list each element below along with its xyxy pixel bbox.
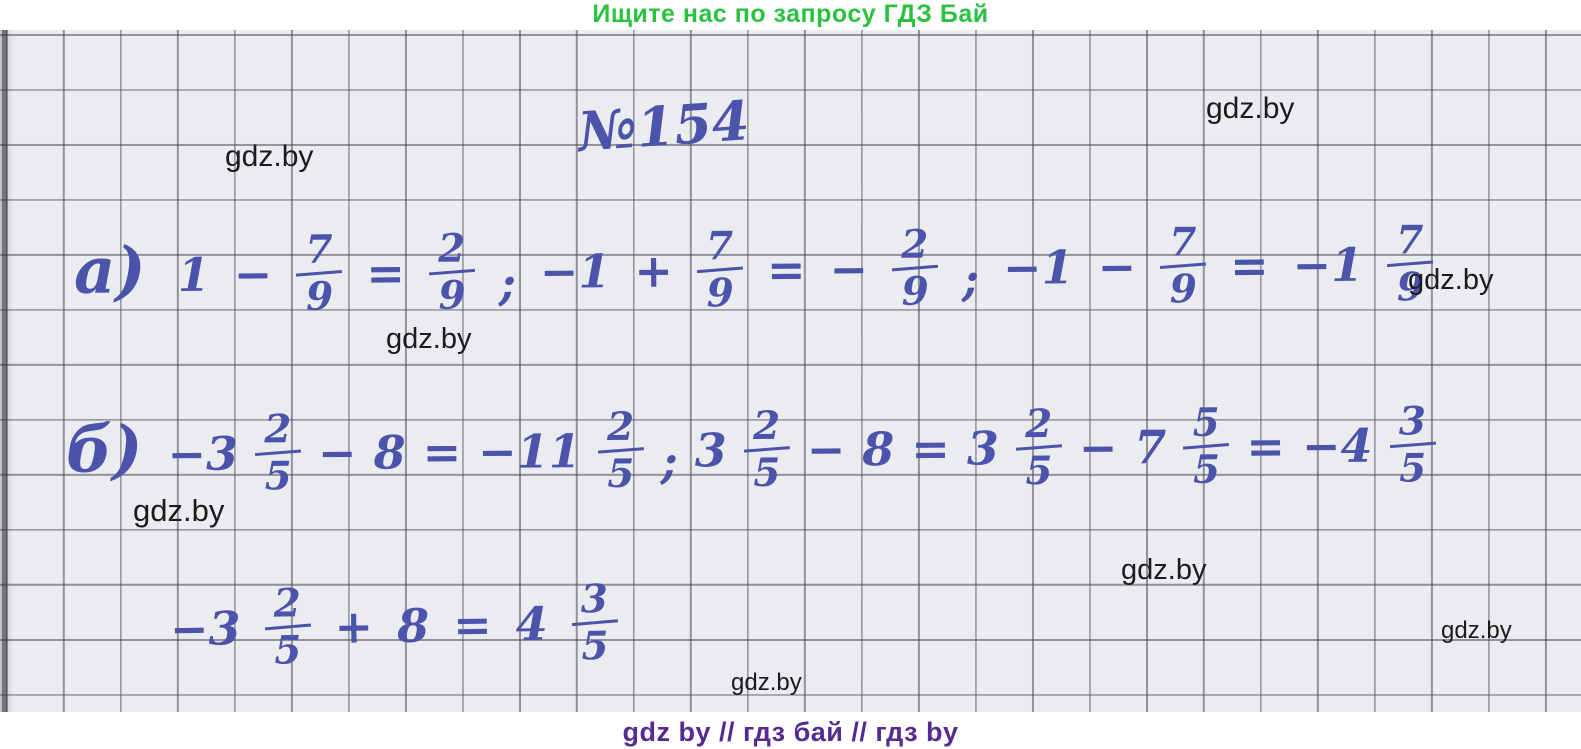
- math-token: −: [317, 425, 357, 481]
- math-token: =: [766, 242, 806, 297]
- numerator: 2: [752, 402, 781, 449]
- math-token: 3: [966, 421, 1000, 476]
- numerator: 7: [1396, 217, 1424, 264]
- math-token: −1: [1002, 240, 1074, 295]
- denominator: 5: [607, 450, 635, 498]
- math-token: 8: [862, 422, 895, 477]
- denominator: 9: [305, 273, 334, 320]
- page-edge: [2, 30, 7, 712]
- footer-banner: gdz by // гдз бай // гдз by: [0, 712, 1581, 749]
- watermark: gdz.by: [1121, 554, 1207, 586]
- numerator: 2: [264, 406, 292, 453]
- math-token: ;: [498, 256, 517, 311]
- math-token: =: [422, 425, 462, 480]
- numerator: 3: [1398, 398, 1427, 445]
- math-token: =: [452, 597, 493, 653]
- watermark: gdz.by: [731, 669, 802, 696]
- footer-text: gdz by // гдз бай // гдз by: [622, 717, 959, 747]
- math-token: 3: [694, 423, 727, 478]
- math-token: 1: [177, 247, 211, 303]
- math-token: ;: [961, 252, 980, 307]
- math-token: =: [366, 246, 406, 301]
- math-token: −3: [167, 426, 239, 482]
- part-label: б): [65, 411, 143, 488]
- numerator: 2: [273, 580, 302, 627]
- math-token: −1: [539, 244, 611, 299]
- numerator: 2: [1024, 400, 1053, 448]
- math-token: 8: [373, 425, 406, 480]
- math-token: −11: [477, 424, 581, 479]
- math-token: +: [334, 599, 374, 654]
- watermark: gdz.by: [1441, 617, 1512, 644]
- promo-text: Ищите нас по запросу ГДЗ Бай: [592, 0, 989, 28]
- numerator: 2: [437, 225, 466, 272]
- math-token: ;: [660, 434, 678, 489]
- denominator: 9: [1169, 266, 1198, 313]
- denominator: 5: [1025, 447, 1053, 495]
- math-token: −: [806, 422, 846, 477]
- part-label: а): [73, 232, 147, 309]
- numerator: 2: [901, 221, 929, 268]
- watermark: gdz.by: [1206, 92, 1295, 125]
- math-token: −: [233, 247, 273, 302]
- math-token: −1: [1292, 237, 1364, 293]
- denominator: 9: [438, 272, 466, 319]
- numerator: 3: [580, 576, 609, 623]
- math-token: +: [634, 243, 674, 299]
- denominator: 5: [753, 449, 781, 497]
- math-line-b: б) −3 2 5−8 = −11 2 5; 3 2 5−8 = 3 2 5−7 5 5 = −4 3 5: [65, 398, 1436, 500]
- math-token: −: [829, 242, 869, 297]
- denominator: 5: [581, 623, 609, 670]
- denominator: 5: [1398, 445, 1427, 492]
- denominator: 5: [1192, 446, 1221, 493]
- watermark: gdz.by: [386, 323, 472, 355]
- denominator: 5: [264, 453, 292, 500]
- math-token: =: [911, 421, 951, 476]
- numerator: 5: [1192, 399, 1220, 446]
- numerator: 2: [606, 403, 635, 451]
- math-token: −: [1078, 420, 1118, 475]
- denominator: 9: [706, 270, 734, 317]
- notebook-photo: №154 а) 1−7 9 = 2 9; −1 +7 9 = −2 9; −1−7 9 = −1 7 9 б) −3 2…: [0, 30, 1581, 712]
- math-token: =: [1246, 419, 1286, 474]
- numerator: 7: [305, 226, 333, 273]
- math-token: −3: [169, 601, 241, 657]
- watermark: gdz.by: [133, 493, 225, 528]
- math-token: −4: [1301, 418, 1373, 474]
- math-token: 8: [396, 598, 430, 653]
- math-token: 7: [1134, 420, 1167, 475]
- denominator: 9: [901, 268, 930, 315]
- math-token: 4: [515, 596, 549, 652]
- math-line-a: а) 1−7 9 = 2 9; −1 +7 9 = −2 9; −1−7 9 = −1 7 9: [73, 217, 1434, 320]
- numerator: 7: [705, 223, 734, 270]
- problem-number: №154: [575, 88, 752, 164]
- watermark: gdz.by: [1408, 264, 1494, 296]
- watermark: gdz.by: [225, 140, 314, 173]
- math-token: =: [1229, 238, 1269, 293]
- math-token: −: [1097, 239, 1137, 295]
- promo-banner: Ищите нас по запросу ГДЗ Бай: [0, 0, 1581, 30]
- numerator: 7: [1169, 219, 1197, 266]
- denominator: 5: [273, 627, 302, 674]
- math-line-b2: −3 2 5 +8 = 4 3 5: [169, 576, 618, 674]
